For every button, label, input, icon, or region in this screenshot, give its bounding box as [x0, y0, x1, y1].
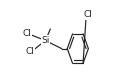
Text: Cl: Cl: [22, 29, 31, 38]
Text: Si: Si: [41, 36, 50, 45]
Text: Cl: Cl: [26, 46, 34, 56]
Text: Cl: Cl: [83, 10, 92, 19]
